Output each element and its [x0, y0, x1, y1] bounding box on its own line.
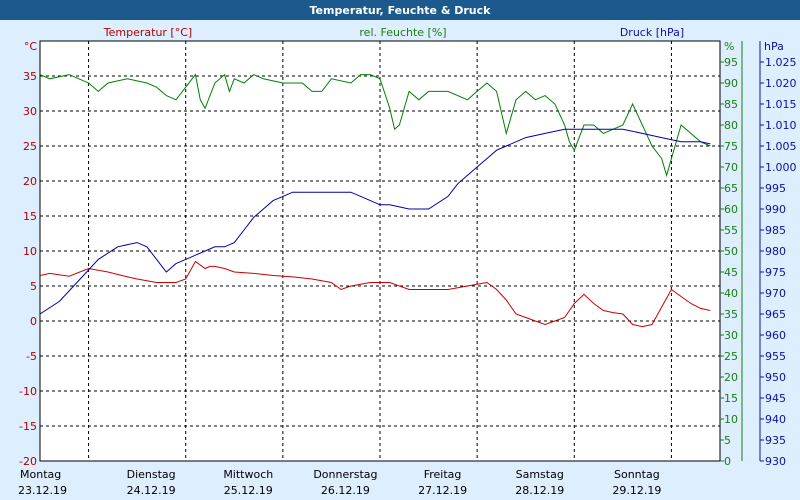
humidity-tick-label: 5: [724, 434, 731, 447]
temperature-tick-label: -15: [19, 420, 37, 433]
day-name-label: Dienstag: [127, 468, 176, 481]
day-date-label: 27.12.19: [418, 484, 467, 497]
humidity-tick-label: 45: [724, 266, 738, 279]
humidity-tick-label: 85: [724, 98, 738, 111]
pressure-tick-label: 985: [765, 224, 786, 237]
humidity-tick-label: 55: [724, 224, 738, 237]
pressure-tick-label: 1.000: [765, 161, 797, 174]
grid-lines: [40, 41, 720, 461]
pressure-tick-label: 940: [765, 413, 786, 426]
day-name-label: Samstag: [516, 468, 564, 481]
humidity-tick-label: 40: [724, 287, 738, 300]
pressure-tick-label: 1.010: [765, 119, 797, 132]
pressure-tick-label: 1.015: [765, 98, 797, 111]
temperature-tick-label: 5: [30, 280, 37, 293]
pressure-line: [39, 128, 711, 315]
temperature-unit: °C: [24, 40, 38, 53]
humidity-tick-label: 65: [724, 182, 738, 195]
day-date-label: 26.12.19: [321, 484, 370, 497]
temperature-tick-label: 15: [23, 210, 37, 223]
humidity-tick-label: 20: [724, 371, 738, 384]
humidity-unit: %: [724, 40, 734, 53]
humidity-tick-label: 15: [724, 392, 738, 405]
temperature-tick-label: -10: [19, 385, 37, 398]
pressure-tick-label: 1.005: [765, 140, 797, 153]
humidity-axis-ticks: 0 5 10 15 20 25 30 35 40 45 50 55 60 65 70 75 80 85 90 95: [720, 41, 743, 468]
pressure-tick-label: 990: [765, 203, 786, 216]
pressure-tick-label: 945: [765, 392, 786, 405]
day-date-label: 25.12.19: [224, 484, 273, 497]
series-lines: [39, 73, 711, 328]
pressure-unit: hPa: [764, 40, 784, 53]
temperature-tick-label: -5: [26, 350, 37, 363]
day-name-label: Freitag: [424, 468, 462, 481]
temperature-axis-label: Temperatur [°C]: [103, 26, 192, 39]
day-date-label: 23.12.19: [18, 484, 67, 497]
pressure-tick-label: 930: [765, 455, 786, 468]
humidity-axis-label: rel. Feuchte [%]: [359, 26, 446, 39]
temperature-line: [39, 260, 711, 328]
day-name-label: Mittwoch: [223, 468, 273, 481]
humidity-tick-label: 30: [724, 329, 738, 342]
humidity-tick-label: 90: [724, 77, 738, 90]
day-name-label: Montag: [20, 468, 61, 481]
pressure-tick-label: 935: [765, 434, 786, 447]
pressure-tick-label: 950: [765, 371, 786, 384]
pressure-tick-label: 980: [765, 245, 786, 258]
humidity-tick-label: 25: [724, 350, 738, 363]
day-name-label: Sonntag: [614, 468, 660, 481]
humidity-tick-label: 80: [724, 119, 738, 132]
humidity-tick-label: 0: [724, 455, 731, 468]
humidity-tick-label: 70: [724, 161, 738, 174]
day-date-label: 24.12.19: [127, 484, 176, 497]
humidity-tick-label: 35: [724, 308, 738, 321]
pressure-tick-label: 960: [765, 329, 786, 342]
pressure-tick-label: 965: [765, 308, 786, 321]
temperature-tick-label: 10: [23, 245, 37, 258]
day-date-label: 28.12.19: [515, 484, 564, 497]
temperature-tick-label: 0: [30, 315, 37, 328]
left-axis-ticks: -20 -15 -10 -5 0 5 10 15 20 25 30 35: [19, 70, 37, 468]
humidity-tick-label: 10: [724, 413, 738, 426]
humidity-tick-label: 50: [724, 245, 738, 258]
pressure-tick-label: 955: [765, 350, 786, 363]
temperature-tick-label: 20: [23, 175, 37, 188]
humidity-tick-label: 60: [724, 203, 738, 216]
temperature-tick-label: -20: [19, 455, 37, 468]
pressure-axis-ticks: 930 935 940 945 950 955 960 965 970 975 980 985 990 9…: [759, 41, 797, 468]
temperature-tick-label: 30: [23, 105, 37, 118]
pressure-tick-label: 970: [765, 287, 786, 300]
day-name-label: Donnerstag: [313, 468, 377, 481]
pressure-tick-label: 995: [765, 182, 786, 195]
pressure-tick-label: 1.020: [765, 77, 797, 90]
day-date-label: 29.12.19: [612, 484, 661, 497]
pressure-tick-label: 975: [765, 266, 786, 279]
temperature-tick-label: 25: [23, 140, 37, 153]
humidity-tick-label: 75: [724, 140, 738, 153]
temperature-tick-label: 35: [23, 70, 37, 83]
chart-title: Temperatur, Feuchte & Druck: [0, 0, 800, 20]
pressure-tick-label: 1.025: [765, 56, 797, 69]
humidity-line: [39, 73, 711, 178]
pressure-axis-label: Druck [hPa]: [620, 26, 684, 39]
humidity-tick-label: 95: [724, 56, 738, 69]
x-axis-ticks: Montag 23.12.19 Dienstag 24.12.19 Mittwoch 25…: [18, 468, 661, 497]
